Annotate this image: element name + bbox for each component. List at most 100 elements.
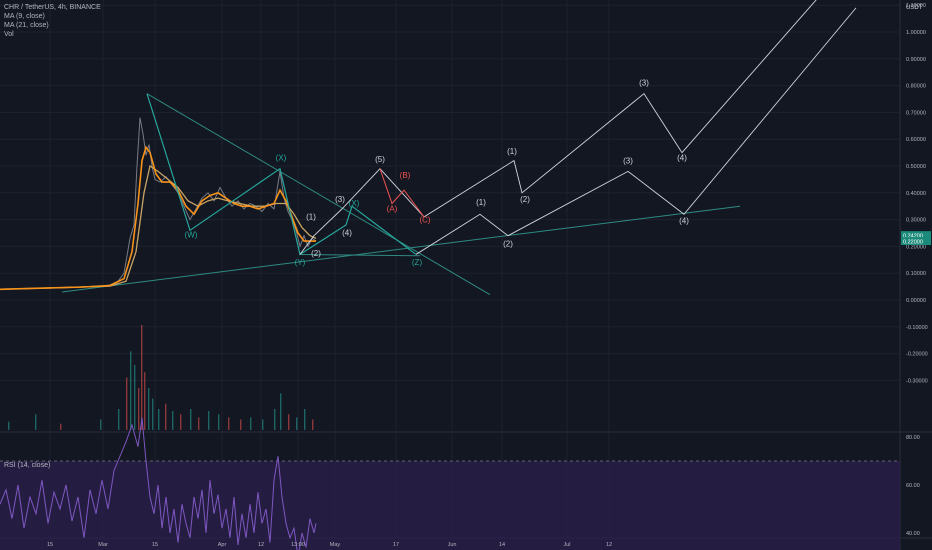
volume-bar — [126, 377, 128, 430]
price-axis-tick: 1.10000 — [906, 3, 926, 9]
volume-bar — [280, 393, 282, 430]
time-axis-tick: 15 — [152, 542, 158, 548]
price-axis-tick: 0.70000 — [906, 110, 926, 116]
rsi-legend[interactable]: RSI (14, close) — [4, 462, 51, 469]
wxy-label: (Y) — [295, 258, 306, 267]
wave-label: (2) — [520, 195, 530, 204]
abc-label: (B) — [400, 171, 411, 180]
rsi-line — [0, 417, 317, 550]
volume-bar — [100, 419, 102, 430]
price-axis-tick: 0.30000 — [906, 218, 926, 224]
price-axis-tick: 0.90000 — [906, 57, 926, 63]
wave-label: (5) — [375, 155, 385, 164]
price-axis-tick: -0.20000 — [906, 352, 928, 358]
symbol-title[interactable]: CHR / TetherUS, 4h, BINANCE — [4, 4, 101, 11]
price-axis-tick: 0.00000 — [906, 298, 926, 304]
volume-bar — [165, 403, 167, 430]
time-axis-tick: Jul — [563, 542, 570, 548]
volume-bar — [198, 417, 200, 430]
wxy-label: (X) — [349, 199, 360, 208]
indicator-vol-label[interactable]: Vol — [4, 31, 14, 38]
volume-bar — [208, 411, 210, 430]
projection-lower-path — [415, 7, 857, 255]
indicator-ma21-label[interactable]: MA (21, close) — [4, 22, 49, 29]
volume-bar — [60, 423, 62, 430]
time-axis-tick: 12 — [258, 542, 264, 548]
wxy-label: (W) — [185, 230, 198, 239]
volume-bar — [218, 414, 220, 430]
volume-bar — [312, 419, 314, 430]
volume-bar — [158, 409, 160, 430]
current-price-tag — [901, 237, 931, 246]
time-axis-tick: 13:00 — [291, 542, 305, 548]
price-axis-tick: 0.60000 — [906, 137, 926, 143]
volume-bar — [118, 409, 120, 430]
volume-bar — [190, 409, 192, 430]
time-axis-tick: May — [330, 542, 341, 548]
time-axis-tick: 17 — [393, 542, 399, 548]
wave-label: (5) — [851, 0, 861, 1]
wave-label: (1) — [507, 147, 517, 156]
wave-label: (3) — [639, 79, 649, 88]
wave-label: (3) — [335, 195, 345, 204]
volume-bar — [262, 419, 264, 430]
time-axis-tick: 14 — [499, 542, 505, 548]
abc-label: (C) — [419, 215, 430, 224]
volume-bar — [144, 372, 146, 430]
projection-upper-path — [299, 0, 817, 255]
price-axis-tick: 0.10000 — [906, 271, 926, 277]
trendline-inner-channel — [299, 253, 421, 257]
wave-label: (2) — [503, 239, 513, 248]
volume-bar — [240, 419, 242, 430]
price-axis-tick: 0.80000 — [906, 84, 926, 90]
price-axis-tick: 0.50000 — [906, 164, 926, 170]
volume-bar — [8, 421, 10, 430]
wave-label: (1) — [476, 198, 486, 207]
wxy-label: (X) — [276, 154, 287, 163]
volume-bar — [130, 351, 132, 430]
volume-bar — [304, 409, 306, 430]
volume-bar — [148, 388, 150, 430]
wave-label: (2) — [311, 249, 321, 258]
volume-bar — [172, 411, 174, 430]
wave-label: (3) — [623, 156, 633, 165]
indicator-ma9-label[interactable]: MA (9, close) — [4, 13, 45, 20]
currency-label: USDT — [906, 5, 923, 11]
volume-bar — [138, 388, 140, 430]
time-axis-tick: Mar — [98, 542, 108, 548]
volume-bar — [250, 417, 252, 430]
volume-bar — [152, 398, 154, 430]
price-axis-tick: 1.00000 — [906, 30, 926, 36]
rsi-axis-tick: 80.00 — [906, 435, 920, 441]
trendline-upper-descending — [146, 93, 491, 296]
wave-label: (4) — [677, 154, 687, 163]
wave-label: (1) — [306, 213, 316, 222]
abc-label: (A) — [387, 205, 398, 214]
time-axis-tick: 15 — [47, 542, 53, 548]
volume-bar — [134, 364, 136, 430]
current-price-tag — [901, 231, 931, 240]
time-axis-tick: Jun — [448, 542, 457, 548]
time-axis-tick: Apr — [218, 542, 227, 548]
wave-label: (4) — [342, 229, 352, 238]
rsi-axis-tick: 40.00 — [906, 531, 920, 537]
ma9-line — [0, 145, 316, 291]
wxy-label: (Z) — [412, 258, 423, 267]
volume-bar — [274, 409, 276, 430]
volume-bar — [35, 414, 37, 430]
volume-bar — [180, 414, 182, 430]
abc-wave-path — [379, 168, 425, 218]
current-price-tag-text: 0.22000 — [903, 240, 923, 246]
volume-bar — [141, 325, 143, 430]
chart-legend: CHR / TetherUS, 4h, BINANCE MA (9, close… — [4, 3, 101, 39]
rsi-band — [0, 461, 900, 550]
volume-bar — [228, 417, 230, 430]
price-axis-tick: 0.40000 — [906, 191, 926, 197]
volume-bar — [296, 417, 298, 430]
rsi-axis-tick: 60.00 — [906, 483, 920, 489]
wave-label: (4) — [679, 217, 689, 226]
current-price-tag-text: 0.24200 — [903, 234, 923, 240]
price-axis-tick: -0.30000 — [906, 378, 928, 384]
price-axis-tick: -0.10000 — [906, 325, 928, 331]
